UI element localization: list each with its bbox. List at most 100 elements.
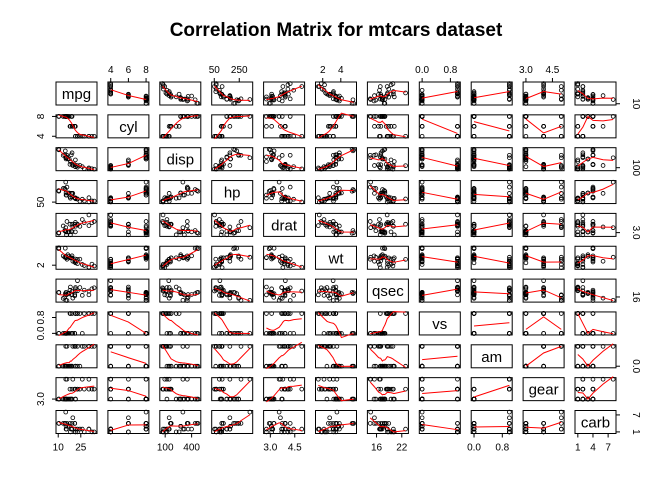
point-hp-qsec-19 <box>390 198 396 204</box>
tick-label-left-vs-0: 0.0 <box>36 326 47 340</box>
point-mpg-hp-30 <box>247 97 253 102</box>
point-wt-mpg-19 <box>91 263 97 269</box>
point-am-carb-30 <box>610 344 616 349</box>
tick-label-top-gear-1: 4.5 <box>545 65 559 76</box>
point-drat-mpg-28 <box>64 219 70 224</box>
panel-am-vs <box>418 344 461 369</box>
point-vs-wt-26 <box>321 331 327 336</box>
point-vs-gear-24 <box>523 331 529 336</box>
point-carb-mpg-9 <box>69 421 75 426</box>
point-drat-gear-26 <box>558 217 564 222</box>
point-qsec-am-29 <box>507 295 512 301</box>
smooth-line-vs-wt <box>317 312 354 339</box>
smooth-line-disp-mpg <box>58 149 95 171</box>
point-wt-vs-31 <box>455 258 460 264</box>
point-disp-wt-10 <box>333 162 339 167</box>
point-hp-wt-28 <box>331 184 336 190</box>
point-carb-wt-30 <box>334 409 340 415</box>
point-vs-drat-31 <box>286 311 291 316</box>
point-drat-vs-27 <box>455 223 460 228</box>
point-cyl-carb-25 <box>575 133 581 139</box>
point-cyl-disp-29 <box>166 124 172 129</box>
point-drat-mpg-27 <box>86 223 92 228</box>
point-am-hp-28 <box>238 344 244 349</box>
point-hp-am-7 <box>471 198 477 204</box>
point-mpg-hp-5 <box>218 94 224 100</box>
point-qsec-am-20 <box>471 285 477 290</box>
point-carb-wt-17 <box>322 429 327 435</box>
point-mpg-qsec-15 <box>381 101 387 106</box>
point-gear-mpg-22 <box>63 396 69 402</box>
tick-label-top-hp-1: 250 <box>231 65 248 76</box>
point-qsec-gear-8 <box>541 278 546 283</box>
point-carb-am-25 <box>507 429 512 435</box>
point-vs-wt-29 <box>327 331 332 336</box>
point-am-carb-29 <box>600 344 606 349</box>
tick-label-top-vs-1: 0.8 <box>443 65 457 76</box>
point-mpg-drat-30 <box>276 97 282 102</box>
point-qsec-drat-8 <box>283 278 288 283</box>
point-am-qsec-20 <box>391 363 396 369</box>
point-vs-disp-3 <box>176 311 182 316</box>
point-vs-disp-30 <box>180 331 186 336</box>
point-disp-mpg-16 <box>62 148 68 154</box>
point-disp-drat-28 <box>287 152 293 158</box>
point-qsec-mpg-29 <box>70 295 76 301</box>
tick-label-bottom-am-1: 0.8 <box>495 443 509 454</box>
point-hp-cyl-31 <box>108 195 114 201</box>
point-disp-mpg-10 <box>67 162 73 167</box>
point-disp-drat-13 <box>269 156 274 162</box>
point-hp-gear-29 <box>558 191 564 196</box>
point-mpg-gear-24 <box>523 93 529 99</box>
point-am-disp-23 <box>184 363 190 369</box>
point-disp-qsec-19 <box>390 166 396 172</box>
point-hp-drat-29 <box>278 191 283 196</box>
point-drat-mpg-10 <box>67 221 73 227</box>
point-wt-hp-27 <box>219 265 225 270</box>
point-wt-carb-5 <box>575 255 581 261</box>
point-carb-am-29 <box>507 415 512 421</box>
point-disp-drat-27 <box>280 165 286 171</box>
point-disp-wt-24 <box>337 150 342 156</box>
point-cyl-drat-28 <box>287 114 293 119</box>
point-disp-gear-24 <box>523 150 529 156</box>
point-qsec-gear-29 <box>558 295 564 301</box>
point-carb-drat-28 <box>287 421 293 426</box>
point-qsec-hp-28 <box>238 298 244 303</box>
tick-label-bottom-carb-2: 7 <box>605 443 611 454</box>
smooth-line-hp-qsec <box>369 185 406 201</box>
smooth-line-qsec-carb <box>577 288 614 302</box>
diag-label-disp: disp <box>167 152 195 169</box>
point-am-hp-31 <box>219 344 224 349</box>
point-carb-drat-5 <box>264 429 269 435</box>
diag-label-carb: carb <box>581 415 610 432</box>
point-drat-gear-31 <box>541 220 546 225</box>
point-carb-wt-20 <box>324 429 330 435</box>
point-hp-disp-24 <box>189 191 194 196</box>
point-wt-vs-27 <box>455 265 460 270</box>
tick-label-bottom-mpg-1: 25 <box>75 443 87 454</box>
smooth-line-gear-qsec <box>369 381 406 396</box>
diag-label-vs: vs <box>432 316 447 333</box>
point-cyl-disp-31 <box>164 133 170 139</box>
panel-hp-am <box>470 180 513 205</box>
smooth-line-mpg-carb <box>577 90 614 100</box>
panel-drat-drat <box>263 212 306 237</box>
smooth-line-am-drat <box>266 341 303 370</box>
point-carb-qsec-27 <box>378 426 383 432</box>
point-cyl-qsec-27 <box>378 133 383 139</box>
point-vs-mpg-10 <box>67 311 73 316</box>
point-carb-hp-10 <box>221 421 226 426</box>
smooth-line-hp-disp <box>162 189 199 202</box>
point-cyl-mpg-8 <box>75 133 80 139</box>
point-carb-am-13 <box>471 423 477 429</box>
point-am-gear-30 <box>558 344 564 349</box>
smooth-line-gear-disp <box>162 386 199 399</box>
point-wt-cyl-28 <box>143 256 149 262</box>
point-vs-wt-16 <box>350 331 356 336</box>
point-gear-qsec-19 <box>390 386 396 392</box>
tick-label-top-hp-0: 50 <box>209 65 221 76</box>
point-drat-hp-3 <box>219 229 225 235</box>
point-carb-gear-10 <box>541 421 546 426</box>
point-vs-mpg-17 <box>89 311 95 316</box>
